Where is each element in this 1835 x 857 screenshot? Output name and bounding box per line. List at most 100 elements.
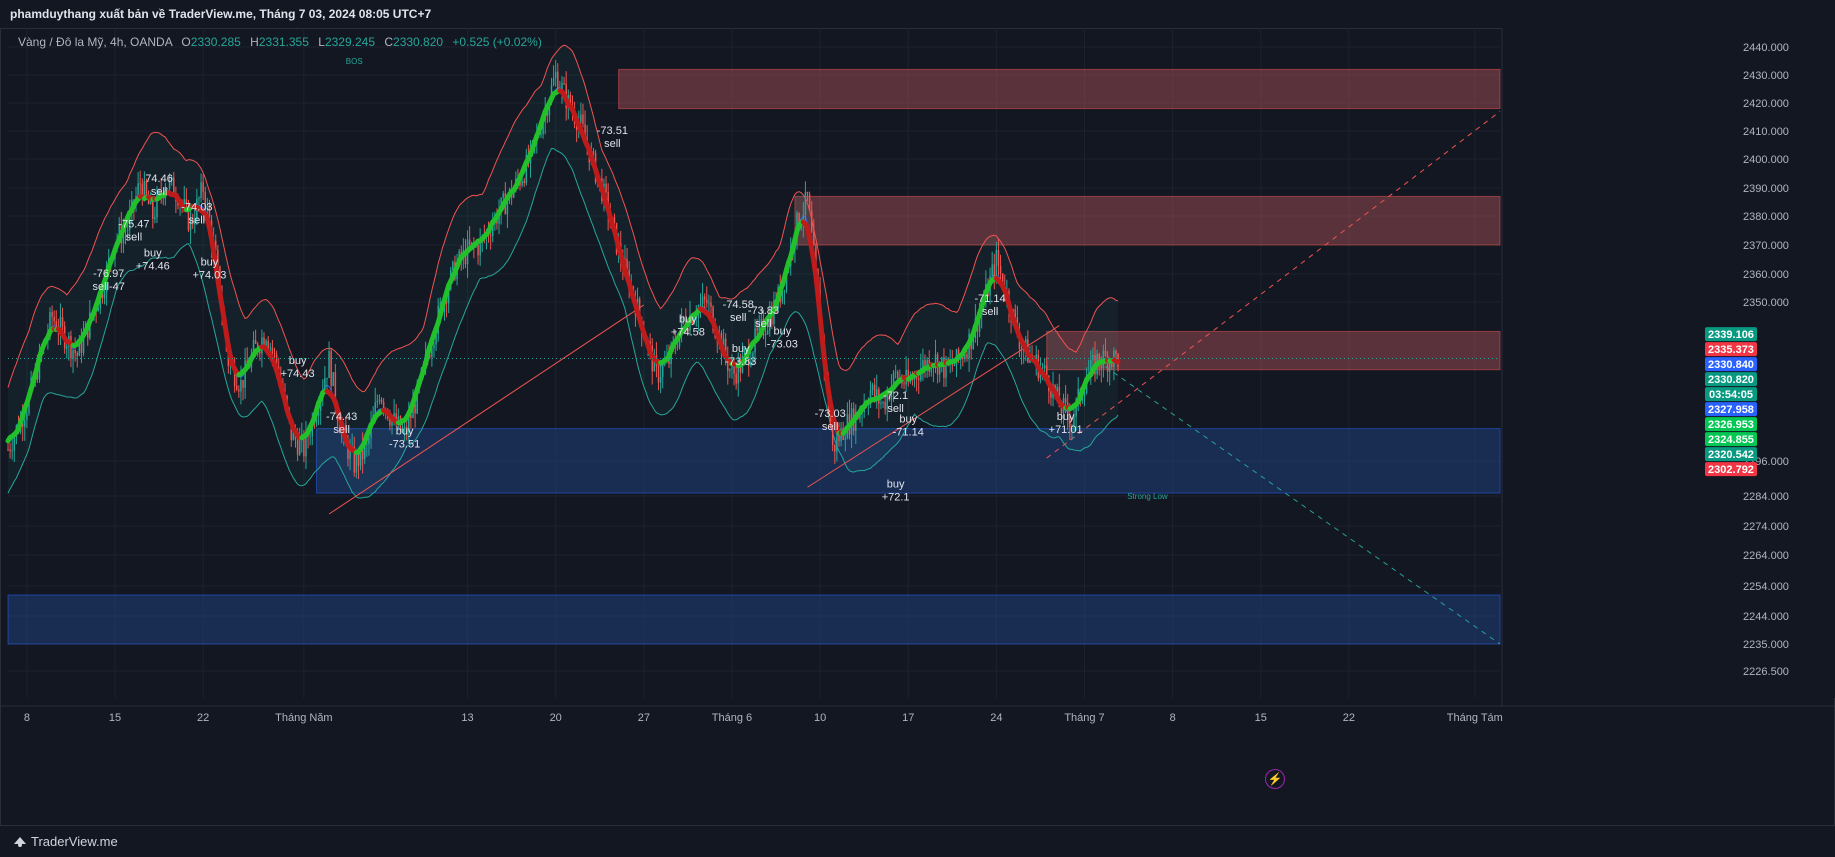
candle (187, 202, 190, 231)
candle (834, 444, 836, 452)
candle (1001, 273, 1004, 287)
candle (785, 268, 788, 291)
price-tick-label: 2235.000 (1743, 639, 1789, 651)
candle (1056, 386, 1058, 394)
candle (882, 402, 884, 404)
low-key: L (318, 35, 325, 49)
candle (208, 205, 211, 221)
candle (267, 340, 269, 349)
price-label-text: 2327.958 (1708, 404, 1754, 416)
candle (389, 418, 391, 426)
candle (896, 371, 899, 380)
lower-band (7, 147, 1119, 499)
price-tick-label: 2350.000 (1743, 297, 1789, 309)
candle (468, 239, 471, 246)
lightning-icon[interactable]: ⚡ (1265, 769, 1285, 789)
candle (768, 313, 771, 331)
candle (380, 399, 383, 403)
candle (194, 221, 196, 225)
candle (265, 340, 267, 346)
candle (233, 364, 236, 386)
supply-zone (1046, 330, 1501, 371)
price-label-text: 2320.542 (1708, 449, 1754, 461)
candle (158, 190, 160, 195)
candle (703, 296, 706, 300)
candle (991, 264, 993, 276)
candle (191, 218, 194, 225)
signal-label: sell (730, 312, 747, 324)
signal-label: buy (1057, 411, 1075, 423)
supertrend-segment (815, 292, 823, 319)
time-tick-label: 22 (1343, 712, 1355, 724)
candle (149, 198, 152, 205)
brand-link[interactable]: TraderView.me (13, 834, 118, 849)
candle (332, 372, 335, 386)
candle (1075, 399, 1077, 417)
candle (471, 242, 473, 246)
candle (831, 427, 834, 445)
signal-label: +72.1 (882, 491, 910, 503)
signal-label: -74.43 (326, 411, 357, 423)
time-tick-label: 13 (461, 712, 473, 724)
trend-lines: BOS Strong Low (328, 57, 1501, 645)
candle (431, 348, 433, 357)
candle (263, 337, 265, 346)
candle (357, 453, 360, 466)
candle (575, 123, 578, 131)
candle (269, 347, 272, 349)
candle (1050, 391, 1052, 398)
time-tick-label: 8 (24, 712, 30, 724)
candle (657, 366, 660, 383)
candle (143, 180, 146, 200)
candle (676, 346, 679, 348)
candle (1111, 361, 1113, 367)
candle (938, 361, 941, 375)
candle (305, 431, 307, 457)
candle (217, 250, 219, 267)
signal-label: +74.46 (136, 261, 170, 273)
signal-label: 74.46 (145, 173, 173, 185)
candle (141, 183, 144, 200)
candle (170, 177, 173, 180)
price-label-badge (1705, 432, 1757, 447)
signal-label: sell-47 (93, 281, 125, 293)
candle (452, 261, 454, 271)
candle (51, 312, 53, 317)
price-label-text: 2326.953 (1708, 419, 1754, 431)
candle (298, 438, 301, 455)
candle (626, 258, 628, 270)
candle (296, 439, 299, 455)
candle (271, 347, 274, 354)
annotation-label: BOS (346, 57, 363, 66)
candle (962, 357, 964, 359)
candle (70, 335, 72, 359)
candle (202, 182, 204, 193)
signal-label: -75.47 (118, 219, 149, 231)
price-label-badge (1705, 357, 1757, 372)
candle (61, 317, 64, 327)
candle (252, 340, 255, 354)
signal-label: -73.03 (767, 338, 798, 350)
candle (915, 374, 918, 379)
candle (880, 402, 882, 404)
price-tick-label: 2390.000 (1743, 183, 1789, 195)
signal-label: buy (773, 325, 791, 337)
candle (638, 298, 641, 318)
candle (917, 378, 920, 380)
candle (410, 415, 412, 419)
candle (582, 114, 584, 125)
candle (439, 302, 442, 307)
candle (303, 434, 305, 457)
candle (173, 177, 175, 197)
demand-zone (315, 428, 1501, 494)
brand-label: TraderView.me (31, 834, 118, 849)
candle (382, 402, 385, 409)
candle (729, 369, 731, 372)
signal-label: -73.03 (815, 408, 846, 420)
candle (1115, 350, 1117, 355)
price-label-badge (1705, 372, 1757, 387)
candle (563, 83, 565, 85)
candle (859, 413, 861, 419)
